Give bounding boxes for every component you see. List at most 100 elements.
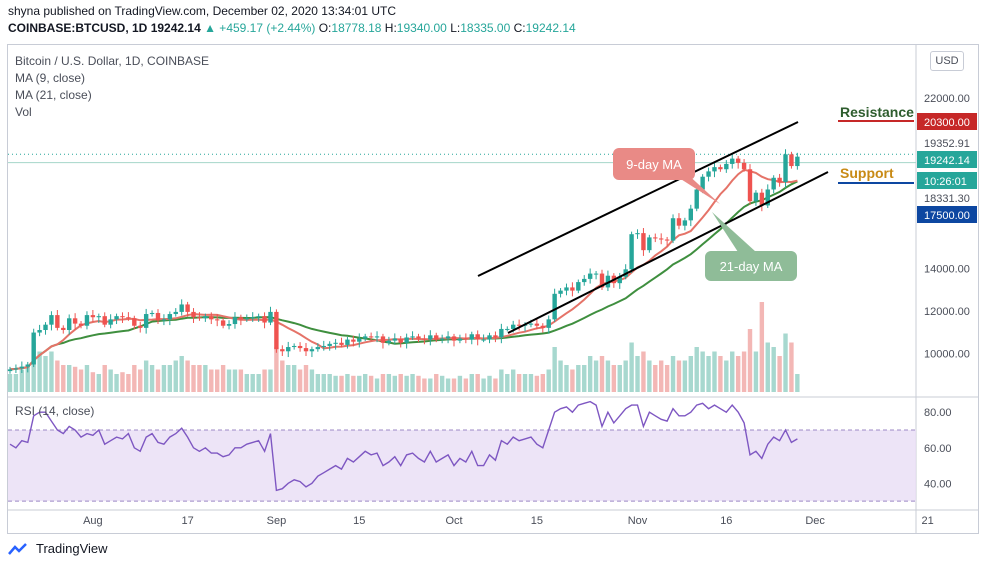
candle-body (487, 335, 492, 340)
candle (274, 309, 279, 353)
candle (49, 311, 54, 331)
volume-bar (96, 374, 101, 392)
volume-bar (78, 369, 84, 392)
candle-body (641, 233, 646, 251)
candle (469, 331, 474, 345)
candle (416, 333, 421, 343)
candle (345, 337, 350, 349)
candle (617, 272, 622, 289)
candle (374, 331, 380, 343)
time-tick-label: Nov (628, 515, 648, 527)
candle-body (682, 220, 688, 226)
resistance-label: Resistance (840, 104, 914, 120)
candle (505, 326, 510, 332)
volume-bar (220, 365, 226, 392)
candle-body (724, 163, 729, 170)
rsi-tick-label: 40.00 (924, 478, 952, 490)
candle (55, 309, 60, 331)
candle-body (664, 239, 670, 241)
candle-body (570, 287, 575, 291)
candle (321, 340, 326, 351)
candle-body (203, 316, 208, 319)
volume-bar (593, 360, 599, 392)
candle-body (428, 335, 433, 340)
volume-bar (718, 356, 723, 392)
volume-bar (730, 351, 735, 392)
volume-bar (522, 374, 528, 392)
candle-body (445, 336, 451, 339)
volume-bar (215, 369, 220, 392)
ma21-line (9, 180, 798, 371)
candle (90, 309, 96, 322)
candle (226, 320, 232, 330)
volume-bar (617, 365, 622, 392)
low-label: L: (450, 21, 461, 35)
candle (13, 364, 19, 374)
volume-bar (72, 366, 78, 392)
volume-bar (155, 369, 161, 392)
volume-bar (244, 374, 249, 392)
candle-body (564, 287, 569, 291)
volume-bar (143, 360, 149, 392)
candle (126, 312, 131, 321)
time-tick-label: 17 (181, 515, 193, 527)
volume-bar (67, 365, 72, 392)
candle-body (238, 317, 244, 320)
candle (659, 233, 664, 245)
candle-body (31, 332, 36, 365)
candle (445, 331, 451, 344)
time-tick-label: Dec (805, 515, 825, 527)
candle (587, 268, 593, 284)
volume-bar (274, 347, 279, 392)
price-tag-bg (917, 113, 977, 130)
candle (439, 334, 445, 344)
candle (78, 321, 84, 329)
tradingview-logo-icon (8, 542, 27, 555)
volume-bar (712, 351, 717, 392)
candle (238, 314, 244, 326)
candle (789, 151, 794, 169)
volume-bar (759, 302, 765, 392)
candle-body (185, 304, 190, 312)
volume-bar (682, 360, 688, 392)
volume-bar (724, 360, 729, 392)
volume-bar (457, 375, 463, 392)
candle-body (670, 218, 676, 241)
volume-bar (138, 369, 143, 392)
candle (765, 184, 770, 209)
candle (759, 188, 765, 212)
volume-bar (546, 369, 551, 392)
candle-body (422, 338, 427, 340)
candle-body (706, 171, 711, 177)
candle (84, 311, 90, 330)
candle-body (120, 316, 125, 318)
volume-bar (700, 351, 705, 392)
volume-bar (451, 378, 457, 392)
price-change: ▲ +459.17 (+2.44%) (204, 21, 316, 35)
volume-bar (505, 374, 510, 392)
candle (191, 308, 196, 323)
candle (215, 314, 220, 327)
volume-bar (49, 351, 54, 392)
volume-bar (664, 365, 670, 392)
candle-body (114, 316, 119, 320)
candle-body (374, 336, 380, 338)
candle-body (516, 324, 522, 326)
candle-body (416, 336, 421, 339)
volume-bar (286, 365, 291, 392)
candle-body (191, 311, 196, 318)
close-value: 19242.14 (525, 21, 576, 35)
candle (753, 190, 759, 206)
candle (262, 312, 267, 329)
volume-bar (333, 375, 338, 392)
volume-bar (404, 375, 409, 392)
tradingview-logo[interactable]: TradingView (8, 541, 108, 556)
currency-button[interactable]: USD (930, 51, 964, 71)
candle-body (256, 316, 261, 318)
volume-bar (647, 360, 652, 392)
candle (546, 315, 551, 334)
candle-body (629, 234, 634, 270)
legend-title: Bitcoin / U.S. Dollar, 1D, COINBASE (15, 54, 210, 68)
candle-body (735, 158, 741, 163)
